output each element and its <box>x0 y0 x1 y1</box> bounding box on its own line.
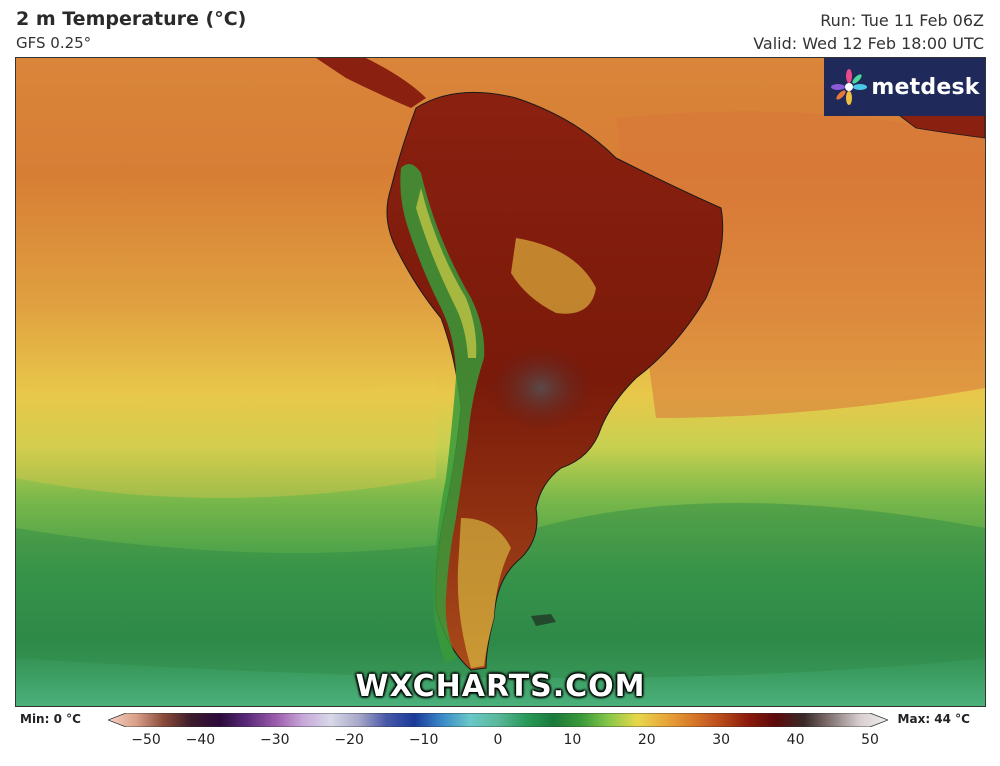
color-scale-shape <box>106 712 890 728</box>
color-scale-tick-label: 0 <box>493 732 503 748</box>
color-scale-svg <box>106 712 890 728</box>
color-scale-tick-label: −30 <box>260 732 290 748</box>
heat-maximum <box>486 343 596 433</box>
metdesk-logo: metdesk <box>824 58 985 116</box>
color-scale-tick-label: −50 <box>131 732 161 748</box>
color-scale-tick-label: 50 <box>861 732 879 748</box>
atlantic-warm-band <box>616 111 985 419</box>
central-america <box>316 58 426 108</box>
color-scale-tick-label: 40 <box>786 732 805 748</box>
andes-strip <box>400 164 485 663</box>
legend-min-label: Min: 0 °C <box>20 712 81 726</box>
andes-yellow <box>416 188 477 358</box>
color-scale-ticks: −50 −40 −30 −20 −10 0 10 20 30 40 50 <box>0 732 1000 752</box>
legend-max-label: Max: 44 °C <box>897 712 970 726</box>
temperature-map: metdesk WXCHARTS.COM <box>15 57 986 707</box>
color-scale-tick-label: −40 <box>185 732 216 748</box>
color-scale-tick-label: −10 <box>408 732 439 748</box>
valid-time-label: Valid: Wed 12 Feb 18:00 UTC <box>753 34 984 53</box>
model-label: GFS 0.25° <box>16 34 92 52</box>
color-scale-bar <box>106 712 890 728</box>
cerrado-cool-patch <box>511 238 596 314</box>
southern-ocean-band <box>16 503 985 678</box>
metdesk-logo-text: metdesk <box>871 74 980 100</box>
wxcharts-watermark: WXCHARTS.COM <box>355 669 646 704</box>
color-scale-tick-label: 20 <box>637 732 656 748</box>
chart-title: 2 m Temperature (°C) <box>16 8 247 30</box>
run-time-label: Run: Tue 11 Feb 06Z <box>820 11 984 30</box>
color-scale-tick-label: 10 <box>563 732 582 748</box>
falkland-islands <box>531 614 556 626</box>
color-scale-tick-label: 30 <box>712 732 731 748</box>
metdesk-logo-icon <box>831 69 868 105</box>
map-canvas <box>16 58 985 706</box>
pacific-band <box>16 378 436 498</box>
color-scale-tick-label: −20 <box>334 732 364 748</box>
patagonia <box>457 518 511 668</box>
